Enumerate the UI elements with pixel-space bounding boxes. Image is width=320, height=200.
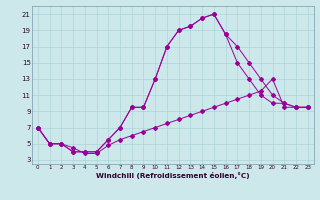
X-axis label: Windchill (Refroidissement éolien,°C): Windchill (Refroidissement éolien,°C)	[96, 172, 250, 179]
